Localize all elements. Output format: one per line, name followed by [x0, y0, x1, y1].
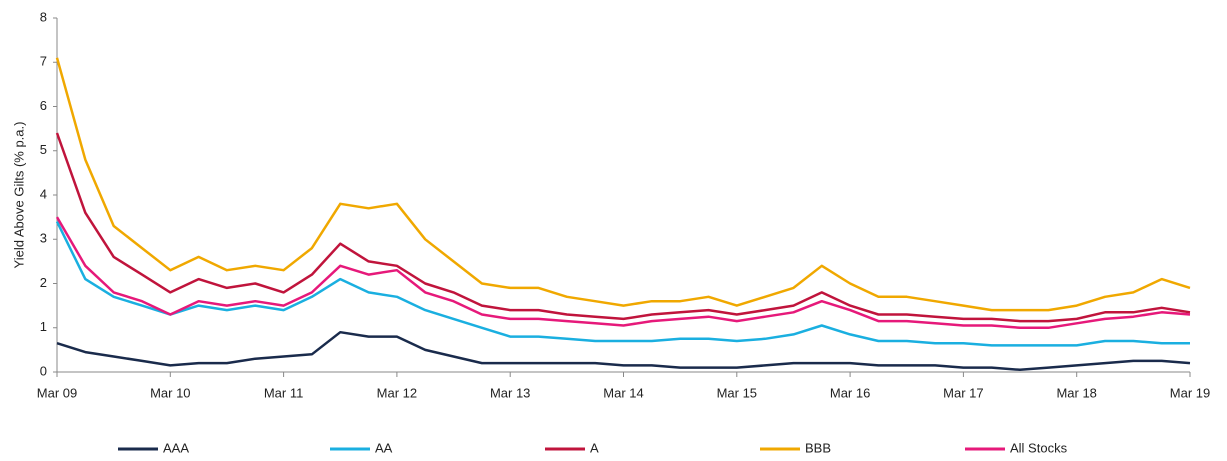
x-tick-label: Mar 19: [1170, 385, 1210, 400]
y-tick-label: 6: [40, 98, 47, 113]
y-tick-label: 4: [40, 186, 47, 201]
series-line: [55, 221, 1190, 347]
y-tick-label: 8: [40, 9, 47, 24]
series-line: [55, 132, 1191, 323]
y-tick-label: 1: [40, 319, 47, 334]
y-tick-label: 7: [40, 54, 47, 69]
x-tick-label: Mar 18: [1056, 385, 1096, 400]
x-tick-label: Mar 14: [603, 385, 643, 400]
legend-label: AAA: [163, 440, 189, 455]
x-tick-label: Mar 10: [150, 385, 190, 400]
y-tick-label: 3: [40, 231, 47, 246]
x-tick-label: Mar 16: [830, 385, 870, 400]
y-axis-label: Yield Above Gilts (% p.a.): [11, 122, 26, 269]
legend-label: All Stocks: [1010, 440, 1068, 455]
y-tick-label: 5: [40, 142, 47, 157]
y-tick-label: 2: [40, 275, 47, 290]
series-line: [55, 216, 1191, 330]
x-tick-label: Mar 17: [943, 385, 983, 400]
legend-label: AA: [375, 440, 393, 455]
x-tick-label: Mar 13: [490, 385, 530, 400]
series-line: [56, 330, 1191, 372]
x-tick-label: Mar 09: [37, 385, 77, 400]
x-tick-label: Mar 11: [264, 385, 304, 400]
legend-label: BBB: [805, 440, 831, 455]
legend-label: A: [590, 440, 599, 455]
x-tick-label: Mar 12: [377, 385, 417, 400]
y-tick-label: 0: [40, 363, 47, 378]
x-tick-label: Mar 15: [717, 385, 757, 400]
series-line: [55, 57, 1191, 312]
